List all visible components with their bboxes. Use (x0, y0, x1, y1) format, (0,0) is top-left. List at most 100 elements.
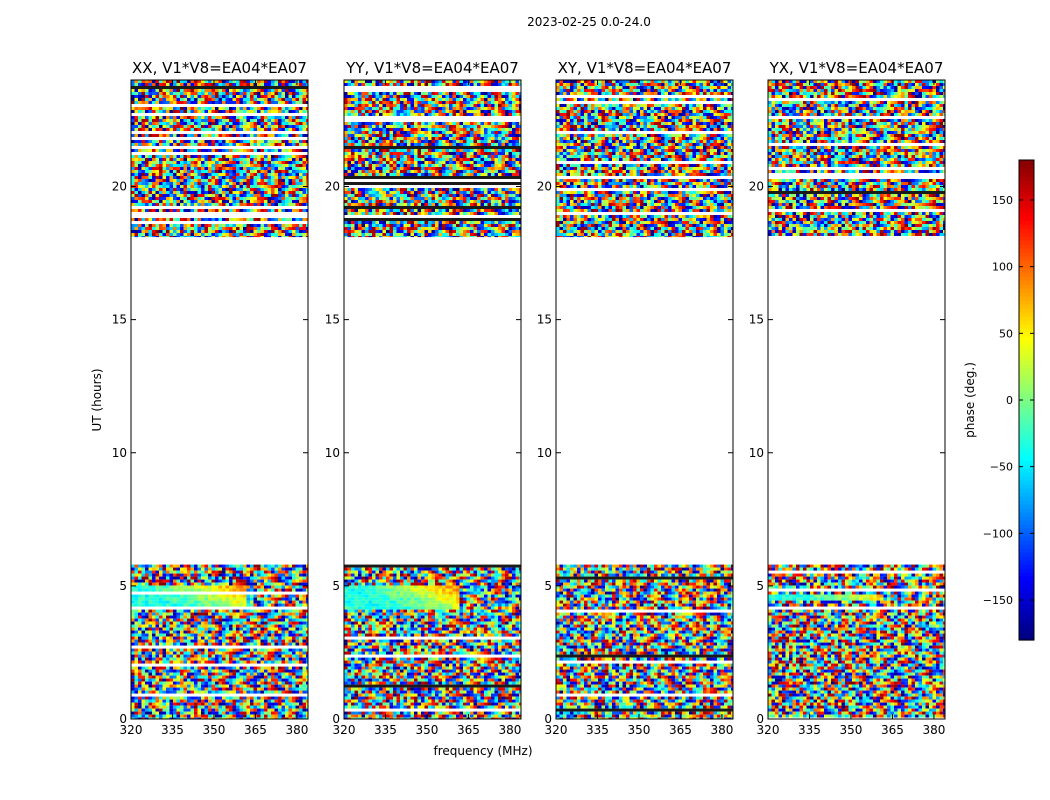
phase-heatmap (344, 80, 521, 719)
x-tick-label: 365 (881, 723, 904, 737)
panel-title: XY, V1*V8=EA04*EA07 (558, 59, 732, 77)
colorbar-segment (1019, 200, 1034, 205)
colorbar-segment (1019, 504, 1034, 509)
x-tick-label: 350 (203, 723, 226, 737)
colorbar-segment (1019, 228, 1034, 233)
colorbar-segment (1019, 552, 1034, 557)
y-tick-label: 5 (332, 579, 340, 593)
colorbar-segment (1019, 296, 1034, 301)
colorbar-segment (1019, 492, 1034, 497)
colorbar-segment (1019, 432, 1034, 437)
colorbar-segment (1019, 412, 1034, 417)
y-tick-label: 20 (325, 180, 340, 194)
colorbar-segment (1019, 588, 1034, 593)
x-tick-label: 380 (710, 723, 733, 737)
colorbar-segment (1019, 576, 1034, 581)
colorbar-segment (1019, 192, 1034, 197)
colorbar-segment (1019, 168, 1034, 173)
colorbar-segment (1019, 232, 1034, 237)
colorbar-segment (1019, 488, 1034, 493)
colorbar-segment (1019, 424, 1034, 429)
colorbar-segment (1019, 428, 1034, 433)
panel-frame (130, 79, 309, 720)
colorbar-segment (1019, 440, 1034, 445)
y-tick-label: 20 (749, 180, 764, 194)
colorbar-segment (1019, 516, 1034, 521)
colorbar-segment (1019, 560, 1034, 565)
colorbar-segment (1019, 288, 1034, 293)
y-tick-label: 5 (544, 579, 552, 593)
y-tick-label: 0 (119, 712, 127, 726)
colorbar-tick-label: −100 (983, 527, 1013, 540)
colorbar-segment (1019, 216, 1034, 221)
x-axis-label: frequency (MHz) (433, 744, 532, 758)
colorbar-segment (1019, 584, 1034, 589)
colorbar-segment (1019, 540, 1034, 545)
y-tick-label: 15 (537, 313, 552, 327)
colorbar-segment (1019, 188, 1034, 193)
x-tick-label: 335 (586, 723, 609, 737)
y-tick-label: 0 (332, 712, 340, 726)
colorbar-segment (1019, 392, 1034, 397)
colorbar-tick-label: 100 (992, 261, 1013, 274)
colorbar-segment (1019, 184, 1034, 189)
y-tick-label: 15 (325, 313, 340, 327)
colorbar-segment (1019, 248, 1034, 253)
colorbar-segment (1019, 172, 1034, 177)
colorbar-segment (1019, 452, 1034, 457)
colorbar-segment (1019, 328, 1034, 333)
y-tick-label: 10 (749, 446, 764, 460)
colorbar-segment (1019, 444, 1034, 449)
y-tick-label: 20 (112, 180, 127, 194)
x-tick-label: 380 (922, 723, 945, 737)
colorbar-segment (1019, 460, 1034, 465)
x-tick-label: 380 (498, 723, 521, 737)
colorbar-segment (1019, 536, 1034, 541)
colorbar-segment (1019, 240, 1034, 245)
y-tick-label: 10 (112, 446, 127, 460)
colorbar-segment (1019, 464, 1034, 469)
colorbar-segment (1019, 568, 1034, 573)
y-tick-label: 0 (544, 712, 552, 726)
y-tick-label: 15 (112, 313, 127, 327)
colorbar-segment (1019, 628, 1034, 633)
colorbar-segment (1019, 164, 1034, 169)
colorbar-segment (1019, 212, 1034, 217)
y-tick-label: 10 (325, 446, 340, 460)
colorbar-segment (1019, 312, 1034, 317)
colorbar-segment (1019, 580, 1034, 585)
figure-suptitle: 2023-02-25 0.0-24.0 (527, 15, 651, 29)
colorbar-segment (1019, 512, 1034, 517)
colorbar-segment (1019, 436, 1034, 441)
colorbar-segment (1019, 352, 1034, 357)
colorbar-label: phase (deg.) (963, 362, 977, 438)
y-tick-label: 20 (537, 180, 552, 194)
colorbar-segment (1019, 604, 1034, 609)
colorbar-segment (1019, 592, 1034, 597)
panel-frame (343, 79, 522, 720)
colorbar-segment (1019, 544, 1034, 549)
colorbar-segment (1019, 256, 1034, 261)
colorbar-segment (1019, 304, 1034, 309)
x-tick-label: 335 (161, 723, 184, 737)
colorbar-segment (1019, 384, 1034, 389)
colorbar-segment (1019, 360, 1034, 365)
colorbar-segment (1019, 508, 1034, 513)
colorbar-segment (1019, 160, 1034, 165)
colorbar-segment (1019, 616, 1034, 621)
colorbar-segment (1019, 496, 1034, 501)
colorbar-segment (1019, 520, 1034, 525)
colorbar-segment (1019, 252, 1034, 257)
x-tick-label: 365 (457, 723, 480, 737)
colorbar-segment (1019, 556, 1034, 561)
colorbar-segment (1019, 220, 1034, 225)
y-tick-label: 5 (119, 579, 127, 593)
colorbar-segment (1019, 596, 1034, 601)
x-tick-label: 380 (285, 723, 308, 737)
colorbar-segment (1019, 176, 1034, 181)
x-tick-label: 320 (757, 723, 780, 737)
colorbar-segment (1019, 356, 1034, 361)
colorbar-tick-label: −150 (983, 594, 1013, 607)
panel-title: XX, V1*V8=EA04*EA07 (132, 59, 307, 77)
panel-frame (767, 79, 946, 720)
